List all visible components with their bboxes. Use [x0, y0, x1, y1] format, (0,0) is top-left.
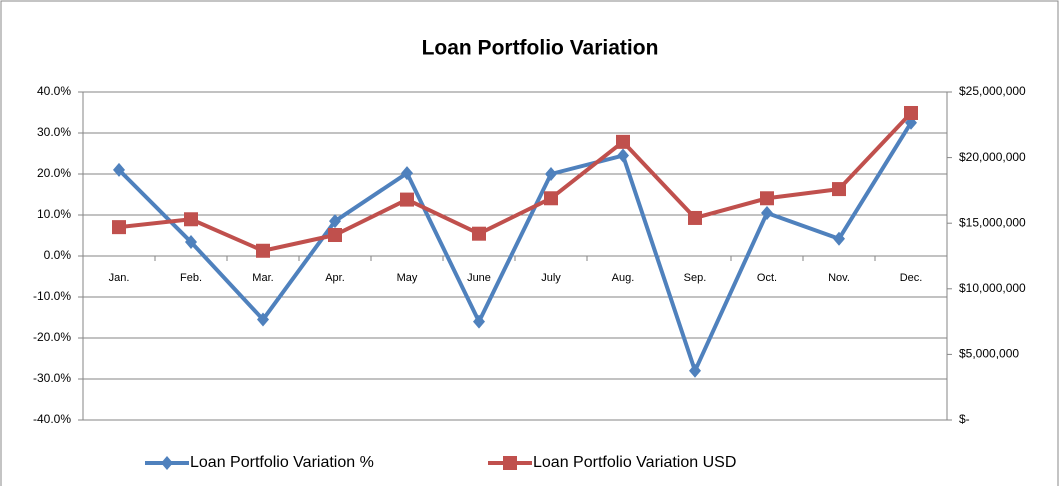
marker	[112, 220, 126, 235]
series-line	[117, 121, 913, 373]
marker	[688, 210, 702, 225]
marker	[760, 191, 774, 206]
legend-label: Loan Portfolio Variation %	[190, 454, 374, 471]
x-tick-label: Aug.	[612, 272, 635, 284]
y2-tick-label: $25,000,000	[959, 84, 1026, 98]
marker	[328, 228, 342, 243]
y-tick-label: 40.0%	[37, 84, 71, 98]
marker	[545, 167, 557, 181]
marker	[256, 243, 270, 258]
marker	[329, 214, 341, 229]
marker	[616, 134, 630, 149]
marker	[503, 456, 517, 470]
marker	[904, 105, 918, 120]
x-tick-label: Jan.	[109, 272, 130, 284]
marker	[473, 314, 485, 329]
y2-tick-label: $5,000,000	[959, 347, 1019, 361]
y-tick-label: 20.0%	[37, 166, 71, 180]
x-tick-label: Sep.	[684, 272, 707, 284]
x-tick-label: Apr.	[325, 272, 345, 284]
marker	[761, 205, 773, 220]
x-tick-label: July	[541, 272, 561, 284]
marker	[472, 226, 486, 241]
y-tick-label: 0.0%	[44, 248, 72, 262]
marker	[185, 235, 197, 250]
x-tick-label: Nov.	[828, 272, 850, 284]
x-tick-label: Oct.	[757, 272, 777, 284]
y2-tick-label: $-	[959, 412, 970, 426]
marker	[257, 312, 269, 327]
y-tick-label: -10.0%	[33, 289, 71, 303]
marker	[544, 191, 558, 206]
y2-tick-label: $10,000,000	[959, 281, 1026, 295]
legend-label: Loan Portfolio Variation USD	[533, 454, 736, 471]
y2-tick-label: $20,000,000	[959, 150, 1026, 164]
marker	[161, 456, 173, 470]
x-tick-label: Dec.	[900, 272, 923, 284]
y-tick-label: 30.0%	[37, 125, 71, 139]
y-tick-label: 10.0%	[37, 207, 71, 221]
marker	[400, 192, 414, 207]
marker	[689, 363, 701, 378]
marker	[401, 166, 413, 181]
x-tick-label: Mar.	[252, 272, 273, 284]
y-tick-label: -20.0%	[33, 330, 71, 344]
marker	[113, 162, 125, 177]
x-tick-label: Feb.	[180, 272, 202, 284]
y2-tick-label: $15,000,000	[959, 215, 1026, 229]
y-tick-label: -30.0%	[33, 371, 71, 385]
marker	[184, 212, 198, 227]
x-tick-label: June	[467, 272, 491, 284]
chart-title: Loan Portfolio Variation	[422, 37, 659, 60]
marker	[833, 231, 845, 246]
marker	[617, 148, 629, 163]
x-tick-label: May	[397, 272, 418, 284]
series-line	[118, 111, 913, 253]
marker	[832, 182, 846, 197]
y-tick-label: -40.0%	[33, 412, 71, 426]
